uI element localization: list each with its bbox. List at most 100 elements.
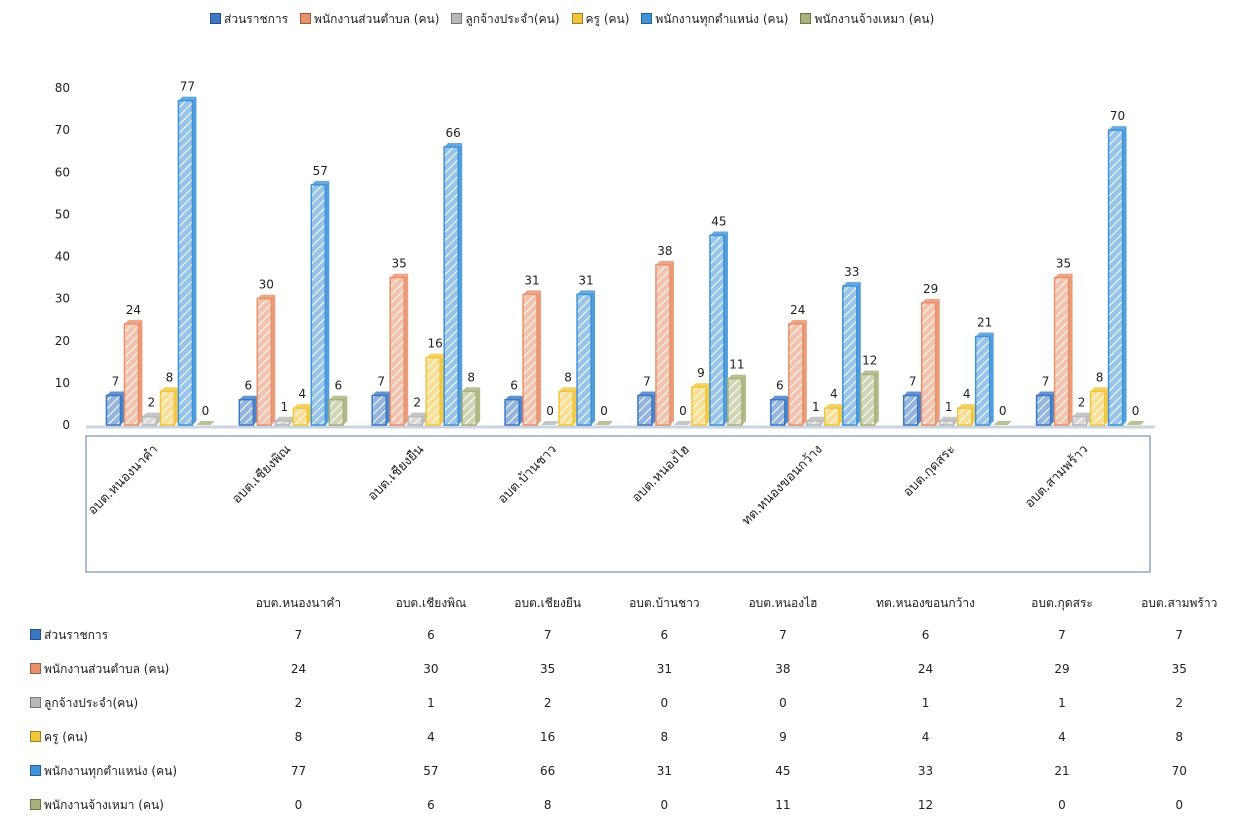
table-cell: 2 [543,696,552,710]
bar [310,180,330,426]
table-column-header: อบต.หนองนาคำ [255,595,342,610]
legend-swatch [210,13,221,24]
legend-label: ครู (คน) [585,12,630,26]
table-cell: 8 [660,730,669,744]
category-label: อบต.หนองนาคำ [85,442,161,518]
data-label: 8 [467,370,475,384]
bar [993,421,1012,425]
data-label: 0 [999,404,1007,418]
y-tick-label: 0 [62,418,70,432]
data-label: 38 [657,244,672,258]
bar [1089,387,1109,426]
legend-label: พนักงานส่วนตำบล (คน) [314,12,440,26]
legend-swatch [30,662,41,674]
bar [407,412,427,426]
data-label: 4 [830,387,838,401]
bar [328,395,348,426]
legend-label: พนักงานทุกตำแหน่ง (คน) [655,12,789,26]
bar [1035,391,1055,426]
bar [522,290,542,426]
bar [637,391,656,426]
data-label: 6 [244,379,252,393]
bar [788,319,807,426]
bar [256,294,276,426]
table-row: พนักงานจ้างเหมา (คน) 0 6 8 0 11 12 0 0 [0,788,1244,822]
data-label: 1 [945,400,953,414]
data-label: 16 [428,337,443,351]
data-label: 4 [298,387,306,401]
bar [1107,126,1127,426]
bar [691,383,710,426]
bar [292,404,312,426]
bar [1126,421,1145,425]
table-cell: 6 [427,798,435,812]
bar [902,391,922,426]
data-table: อบต.หนองนาคำ อบต.เชียงพิณ อบต.เชียงยืน อบต.… [0,588,1244,822]
table-cell: 8 [543,798,552,812]
data-label: 8 [564,370,572,384]
category-label: อบต.เชียงยืน [365,441,428,504]
table-cell: 7 [543,628,552,642]
bar [541,421,560,425]
table-cell: 77 [290,764,307,778]
data-label: 1 [812,400,820,414]
data-label: 0 [202,404,210,418]
table-cell: 33 [917,764,934,778]
bar [389,273,409,426]
table-cell: 24 [290,662,307,676]
table-cell: 66 [540,764,556,778]
table-cell: 38 [775,662,791,676]
legend-label: ลูกจ้างประจำ(คน) [465,12,560,26]
table-cell: 7 [1058,628,1066,642]
bar [159,387,179,426]
table-cell: 8 [1175,730,1184,744]
data-label: 0 [1132,404,1140,418]
data-label: 2 [1078,396,1086,410]
data-label: 6 [334,379,342,393]
table-cell: 4 [921,730,930,744]
table-cell: 8 [294,730,303,744]
data-label: 45 [711,214,726,228]
data-label: 70 [1110,109,1125,123]
legend-item: พนักงานจ้างเหมา (คน) [800,10,934,29]
data-label: 0 [600,404,608,418]
legend-item: พนักงานส่วนตำบล (คน) [300,10,439,29]
data-label: 0 [679,404,687,418]
table-cell: 12 [917,798,934,812]
legend-item: ลูกจ้างประจำ(คน) [451,10,560,29]
table-cell: 4 [427,730,435,744]
bar [105,391,125,426]
legend-item: พนักงานทุกตำแหน่ง (คน) [641,10,788,29]
table-cell: 6 [427,628,435,642]
bar [824,404,843,426]
legend-swatch [30,628,41,640]
category-label: ทต.หนองขอนกว้าง [739,442,825,528]
y-tick-label: 30 [55,292,70,306]
table-row: ลูกจ้างประจำ(คน) 2 1 2 0 0 1 1 2 [0,686,1244,720]
table-cell: 29 [1054,662,1070,676]
data-label: 24 [126,303,141,317]
table-column-header: อบต.กุดสระ [1031,595,1093,610]
y-tick-label: 40 [55,250,70,264]
bar [974,332,994,426]
table-cell: 30 [423,662,439,676]
legend-swatch [300,13,312,24]
table-cell: 57 [423,764,439,778]
bar [1053,273,1073,426]
bar [371,391,391,426]
table-cell: 1 [921,696,930,710]
table-cell: 70 [1171,764,1187,778]
table-cell: 6 [660,628,669,642]
table-row-label: พนักงานจ้างเหมา (คน) [0,788,226,822]
legend-label: ส่วนราชการ [224,12,289,26]
data-label: 7 [377,375,385,389]
data-label: 31 [578,273,593,287]
category-label: อบต.สามพร้าว [1022,442,1091,511]
table-row-label: พนักงานทุกตำแหน่ง (คน) [0,754,226,788]
bar [806,416,825,426]
table-cell: 45 [775,764,791,778]
bar [558,387,578,426]
data-label: 30 [259,278,274,292]
table-cell: 16 [540,730,556,744]
category-axis-box [85,435,1151,573]
